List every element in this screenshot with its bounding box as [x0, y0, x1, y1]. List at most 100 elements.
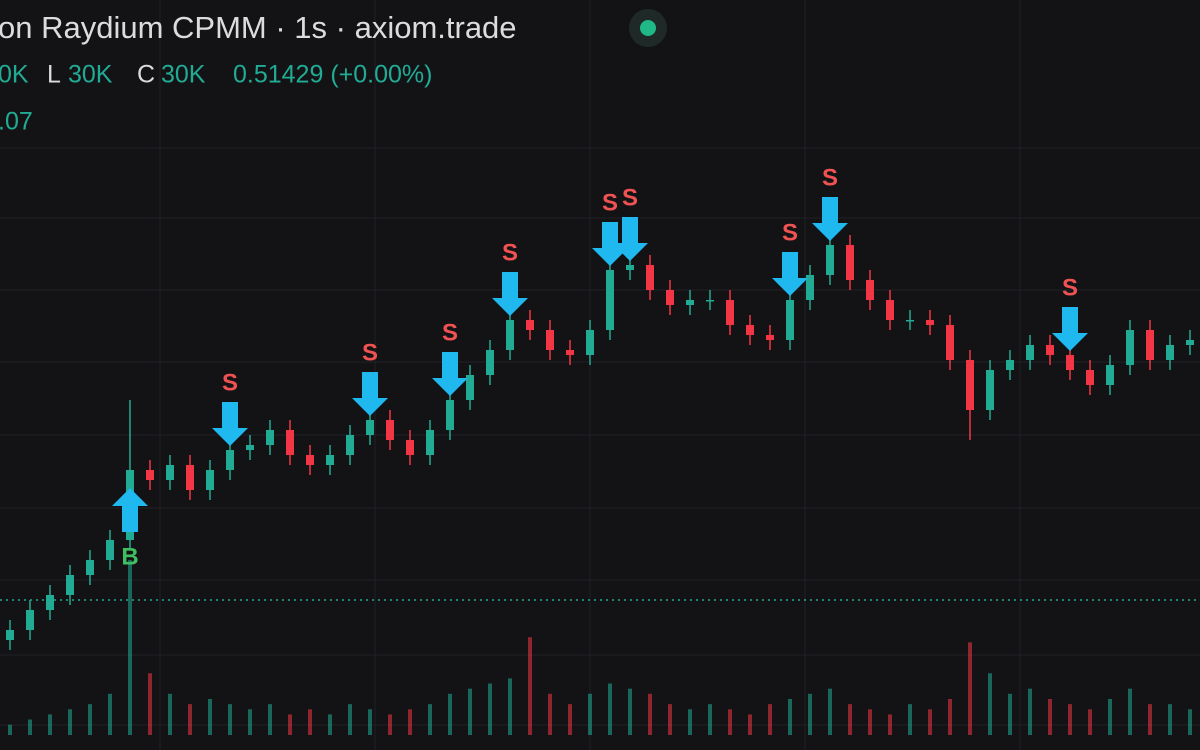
- candle-body: [906, 320, 914, 322]
- buy-arrow: [112, 488, 148, 532]
- candle-body: [626, 265, 634, 270]
- volume-bar: [348, 704, 352, 735]
- candle-body: [466, 375, 474, 400]
- volume-bar: [948, 698, 952, 735]
- candle-body: [866, 280, 874, 300]
- sell-arrow: [772, 252, 808, 296]
- volume-bar: [1068, 704, 1072, 735]
- candle-body: [446, 400, 454, 430]
- volume-bar: [608, 683, 612, 735]
- volume-bar: [788, 698, 792, 735]
- candle-body: [186, 465, 194, 490]
- candle-body: [1166, 345, 1174, 360]
- candle-body: [26, 610, 34, 630]
- candle-body: [706, 300, 714, 302]
- candle-body: [106, 540, 114, 560]
- sell-arrow: [492, 272, 528, 316]
- candle-body: [46, 595, 54, 610]
- candle-body: [786, 300, 794, 340]
- candle-body: [1126, 330, 1134, 365]
- ohlc-change: 0.51429 (+0.00%): [233, 61, 432, 89]
- volume-bar: [268, 704, 272, 735]
- candle-body: [686, 300, 694, 305]
- candle-body: [946, 325, 954, 360]
- volume-bar: [1148, 704, 1152, 735]
- sell-arrow: [592, 222, 628, 266]
- volume-bar: [88, 704, 92, 735]
- candle-body: [926, 320, 934, 325]
- volume-bar: [648, 693, 652, 735]
- sell-label: S: [602, 189, 618, 216]
- candle-body: [526, 320, 534, 330]
- volume-bar: [1168, 704, 1172, 735]
- volume-bar: [968, 642, 972, 735]
- candle-body: [66, 575, 74, 595]
- candle-body: [1066, 355, 1074, 370]
- sell-arrow: [352, 372, 388, 416]
- volume-bar: [208, 698, 212, 735]
- candle-body: [146, 470, 154, 480]
- candle-body: [1146, 330, 1154, 360]
- volume-bar: [588, 693, 592, 735]
- volume-bar: [408, 709, 412, 735]
- candle-body: [666, 290, 674, 305]
- sell-label: S: [442, 319, 458, 346]
- candle-body: [546, 330, 554, 350]
- sell-label: S: [502, 239, 518, 266]
- volume-bar: [188, 704, 192, 735]
- candle-body: [586, 330, 594, 355]
- candle-body: [886, 300, 894, 320]
- volume-bar: [248, 709, 252, 735]
- candle-body: [366, 420, 374, 435]
- volume-bar: [728, 709, 732, 735]
- volume-bar: [8, 724, 12, 735]
- candle-body: [646, 265, 654, 290]
- candle-body: [1186, 340, 1194, 345]
- candle-body: [166, 465, 174, 480]
- candle-body: [286, 430, 294, 455]
- sell-label: S: [822, 164, 838, 191]
- sell-label: S: [1062, 274, 1078, 301]
- candle-body: [246, 445, 254, 450]
- buy-label: B: [121, 543, 138, 570]
- volume-label: .07: [0, 108, 33, 136]
- volume-bar: [468, 688, 472, 735]
- candle-body: [406, 440, 414, 455]
- sell-label: S: [622, 184, 638, 211]
- volume-bar: [228, 704, 232, 735]
- volume-bar: [108, 693, 112, 735]
- ohlc-key: L: [47, 61, 61, 89]
- sell-arrow: [212, 402, 248, 446]
- candle-body: [266, 430, 274, 445]
- volume-bar: [768, 704, 772, 735]
- volume-bar: [508, 678, 512, 735]
- candle-body: [426, 430, 434, 455]
- sell-label: S: [222, 369, 238, 396]
- volume-bar: [828, 688, 832, 735]
- candle-body: [346, 435, 354, 455]
- volume-bar: [548, 693, 552, 735]
- candle-body: [1086, 370, 1094, 385]
- candle-body: [1106, 365, 1114, 385]
- volume-bar: [168, 693, 172, 735]
- volume-bar: [1088, 709, 1092, 735]
- volume-bar: [148, 673, 152, 735]
- volume-bar: [1048, 698, 1052, 735]
- candle-body: [486, 350, 494, 375]
- candle-body: [306, 455, 314, 465]
- candle-body: [206, 470, 214, 490]
- volume-bar: [1188, 709, 1192, 735]
- candle-body: [606, 270, 614, 330]
- candle-body: [826, 245, 834, 275]
- volume-bar: [368, 709, 372, 735]
- volume-bar: [808, 693, 812, 735]
- ohlc-key: C: [137, 61, 155, 89]
- volume-bar: [668, 704, 672, 735]
- candle-body: [966, 360, 974, 410]
- volume-bar: [688, 709, 692, 735]
- candle-body: [386, 420, 394, 440]
- candle-body: [86, 560, 94, 575]
